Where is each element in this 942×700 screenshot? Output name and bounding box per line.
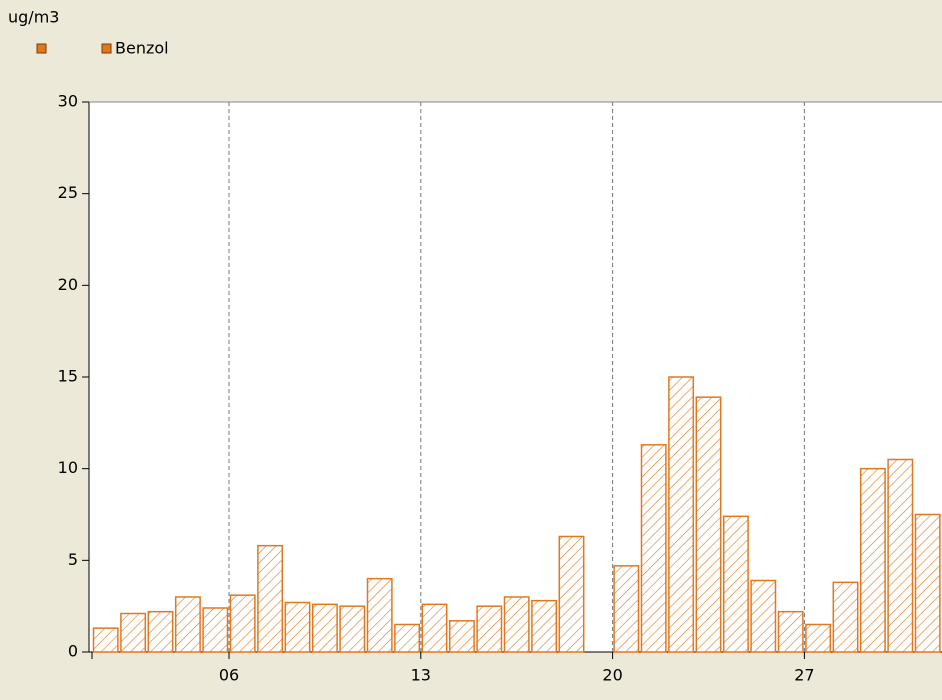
bar [859, 467, 886, 653]
bar [668, 376, 695, 653]
y-tick-label: 10 [58, 458, 78, 477]
bar [92, 627, 119, 653]
bar [503, 596, 530, 653]
y-axis-label: ug/m3 [8, 8, 59, 27]
bar [531, 599, 558, 653]
bar [832, 581, 859, 653]
bar [750, 579, 777, 653]
bar [476, 605, 503, 653]
bar [366, 577, 393, 653]
y-tick-label: 20 [58, 275, 78, 294]
bar [640, 444, 667, 653]
bar [284, 601, 311, 653]
bar [613, 565, 640, 653]
bar [257, 544, 284, 653]
y-tick-label: 5 [68, 550, 78, 569]
bar [722, 515, 749, 653]
bar [120, 612, 147, 653]
legend-swatch-blank [36, 43, 47, 54]
y-tick-label: 15 [58, 367, 78, 386]
x-tick-label: 13 [411, 666, 431, 685]
y-tick-label: 0 [68, 642, 78, 661]
bar [914, 513, 941, 653]
x-tick-label: 20 [602, 666, 622, 685]
bar [887, 458, 914, 653]
bar [805, 623, 832, 653]
bar [558, 535, 585, 653]
bar [394, 623, 421, 653]
bar [695, 396, 722, 653]
y-tick-label: 25 [58, 183, 78, 202]
legend-swatch [101, 43, 112, 54]
bar [174, 596, 201, 653]
bar [421, 603, 448, 653]
bar [777, 610, 804, 653]
bar [339, 605, 366, 653]
bar [202, 607, 229, 653]
x-tick-label: 06 [219, 666, 239, 685]
y-tick-label: 30 [58, 92, 78, 111]
bar [229, 594, 256, 653]
x-tick-label: 27 [794, 666, 814, 685]
bar [311, 603, 338, 653]
plot-area [89, 102, 942, 652]
legend-label: Benzol [115, 39, 169, 58]
bar [147, 610, 174, 653]
bar [448, 620, 475, 653]
